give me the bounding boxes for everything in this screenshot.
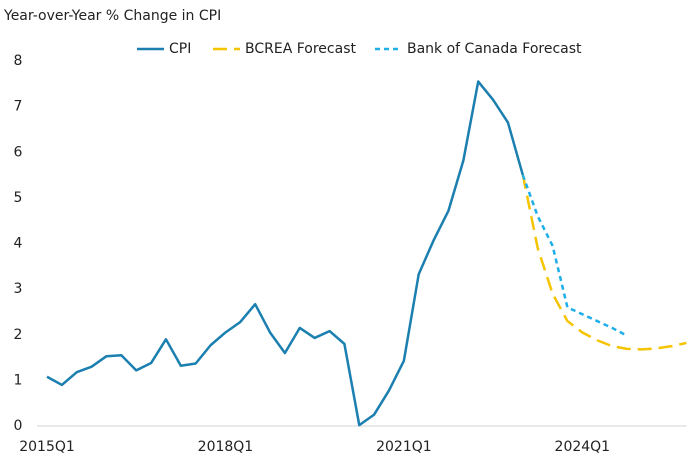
- y-tick-label: 1: [14, 372, 23, 388]
- legend-label: CPI: [169, 41, 191, 57]
- series-line: [521, 174, 687, 351]
- y-tick-label: 4: [14, 236, 23, 252]
- y-tick-label: 8: [14, 53, 23, 69]
- x-tick-label: 2024Q1: [555, 439, 611, 455]
- chart-title: Year-over-Year % Change in CPI: [3, 8, 221, 24]
- legend-label: BCREA Forecast: [245, 41, 356, 57]
- series-line: [46, 80, 525, 427]
- y-tick-label: 3: [14, 281, 23, 297]
- x-tick-label: 2015Q1: [19, 439, 75, 455]
- y-tick-label: 7: [14, 99, 23, 115]
- y-tick-label: 5: [14, 190, 23, 206]
- x-tick-label: 2021Q1: [376, 439, 432, 455]
- y-tick-label: 0: [14, 418, 23, 434]
- y-tick-label: 6: [14, 144, 23, 160]
- legend-label: Bank of Canada Forecast: [407, 41, 582, 57]
- x-tick-label: 2018Q1: [198, 439, 254, 455]
- y-tick-label: 2: [14, 327, 23, 343]
- series-line: [521, 174, 628, 337]
